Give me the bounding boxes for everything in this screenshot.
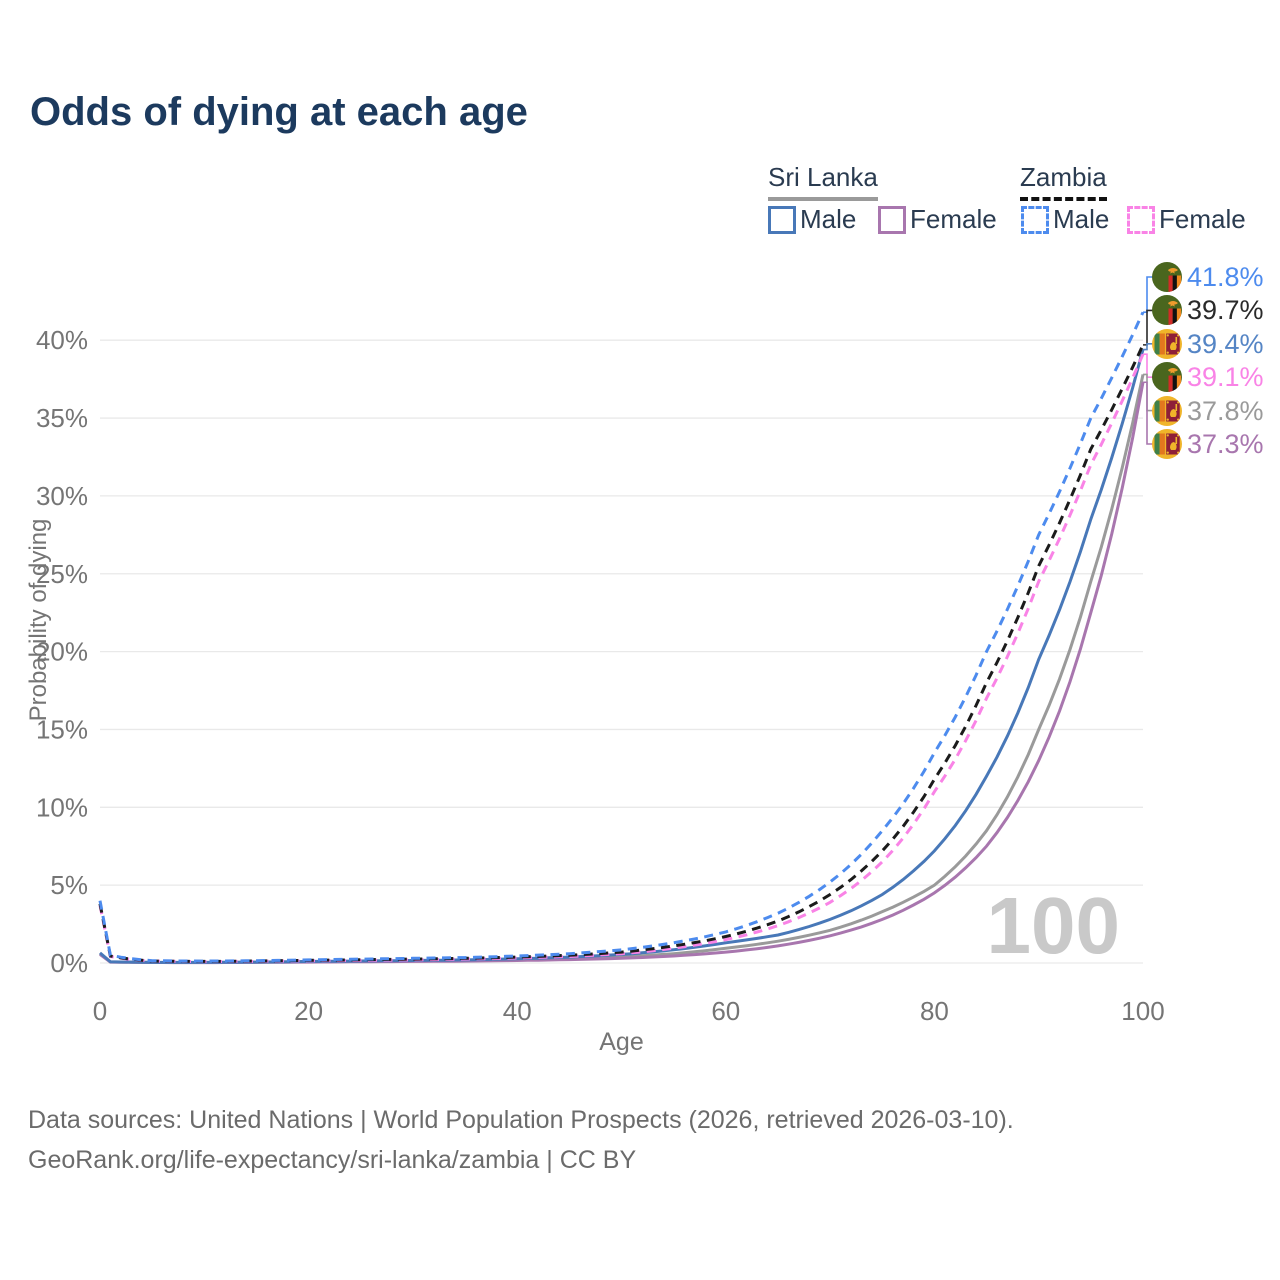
y-tick-label: 20%	[36, 637, 88, 667]
legend-label: Male	[1053, 204, 1110, 234]
legend-country-zambia[interactable]: Zambia	[1020, 162, 1107, 201]
legend-item-sri-lanka-male[interactable]: Male	[768, 204, 856, 235]
series-line-srilanka-both	[99, 374, 1145, 964]
legend-item-zambia-female[interactable]: Female	[1127, 204, 1246, 235]
legend-label: Male	[800, 204, 857, 234]
y-tick-label: 40%	[36, 325, 88, 355]
end-value-label: 39.7%	[1187, 295, 1264, 326]
end-value-label: 41.8%	[1187, 262, 1264, 292]
zambia-flag-icon	[1152, 295, 1182, 326]
series-line-srilanka-female	[99, 381, 1145, 965]
legend-country-sri-lanka[interactable]: Sri Lanka	[768, 162, 878, 201]
x-tick-label: 20	[294, 996, 323, 1026]
end-value-label: 37.8%	[1187, 395, 1264, 426]
end-value-label: 39.1%	[1187, 362, 1264, 393]
zambia-flag-icon	[1152, 262, 1182, 292]
x-tick-label: 0	[93, 996, 107, 1026]
series-line-zambia-male	[98, 311, 1145, 963]
x-tick-label: 80	[920, 996, 949, 1026]
y-tick-label: 25%	[36, 559, 88, 589]
checkbox-zambia-male[interactable]	[1021, 205, 1049, 234]
end-label-zambia-418: 41.8%	[1152, 262, 1264, 292]
series-line-srilanka-male	[99, 349, 1145, 964]
y-tick-label: 10%	[36, 792, 88, 822]
srilanka-flag-icon	[1152, 395, 1182, 426]
leader-line	[1143, 309, 1153, 346]
checkbox-zambia-female[interactable]	[1127, 205, 1155, 234]
data-sources-text: Data sources: United Nations | World Pop…	[28, 1106, 1014, 1134]
legend-item-sri-lanka-female[interactable]: Female	[878, 204, 997, 235]
x-tick-label: 100	[1121, 996, 1164, 1026]
leader-line	[1143, 353, 1153, 378]
zambia-flag-icon	[1152, 362, 1182, 393]
end-label-zambia-391: 39.1%	[1152, 362, 1264, 393]
srilanka-flag-icon	[1152, 328, 1182, 359]
series-line-zambia-both	[98, 344, 1145, 963]
legend-item-zambia-male[interactable]: Male	[1021, 204, 1109, 235]
y-tick-label: 30%	[36, 481, 88, 511]
leader-line	[1143, 343, 1153, 351]
end-label-srilanka-373: 37.3%	[1152, 429, 1264, 459]
legend-label: Female	[1159, 204, 1246, 234]
y-tick-label: 15%	[36, 714, 88, 744]
y-axis-title: Probability of dying	[25, 519, 52, 722]
y-tick-label: 0%	[50, 948, 88, 978]
leader-line	[1143, 276, 1153, 313]
age-watermark: 100	[987, 881, 1120, 970]
y-tick-label: 35%	[36, 403, 88, 433]
y-tick-label: 5%	[50, 870, 88, 900]
end-label-srilanka-378: 37.8%	[1152, 395, 1264, 426]
end-value-label: 37.3%	[1187, 429, 1264, 459]
x-tick-label: 60	[711, 996, 740, 1026]
end-label-zambia-397: 39.7%	[1152, 295, 1264, 326]
x-axis-title: Age	[599, 1028, 643, 1056]
attribution-link: GeoRank.org/life-expectancy/sri-lanka/za…	[28, 1146, 637, 1174]
x-tick-label: 40	[503, 996, 532, 1026]
srilanka-flag-icon	[1152, 429, 1182, 459]
end-label-srilanka-394: 39.4%	[1152, 328, 1264, 359]
legend-label: Female	[910, 204, 997, 234]
leader-line	[1143, 381, 1153, 445]
page-title: Odds of dying at each age	[30, 90, 528, 134]
mortality-chart: 0% 5% 10% 15% 20% 25% 30% 35% 40% 0 20 40 60 80 100 Age…	[25, 276, 1165, 1056]
series-line-zambia-female	[98, 353, 1145, 964]
checkbox-sri-lanka-male[interactable]	[768, 205, 796, 234]
checkbox-sri-lanka-female[interactable]	[878, 205, 906, 234]
end-value-label: 39.4%	[1187, 328, 1264, 359]
